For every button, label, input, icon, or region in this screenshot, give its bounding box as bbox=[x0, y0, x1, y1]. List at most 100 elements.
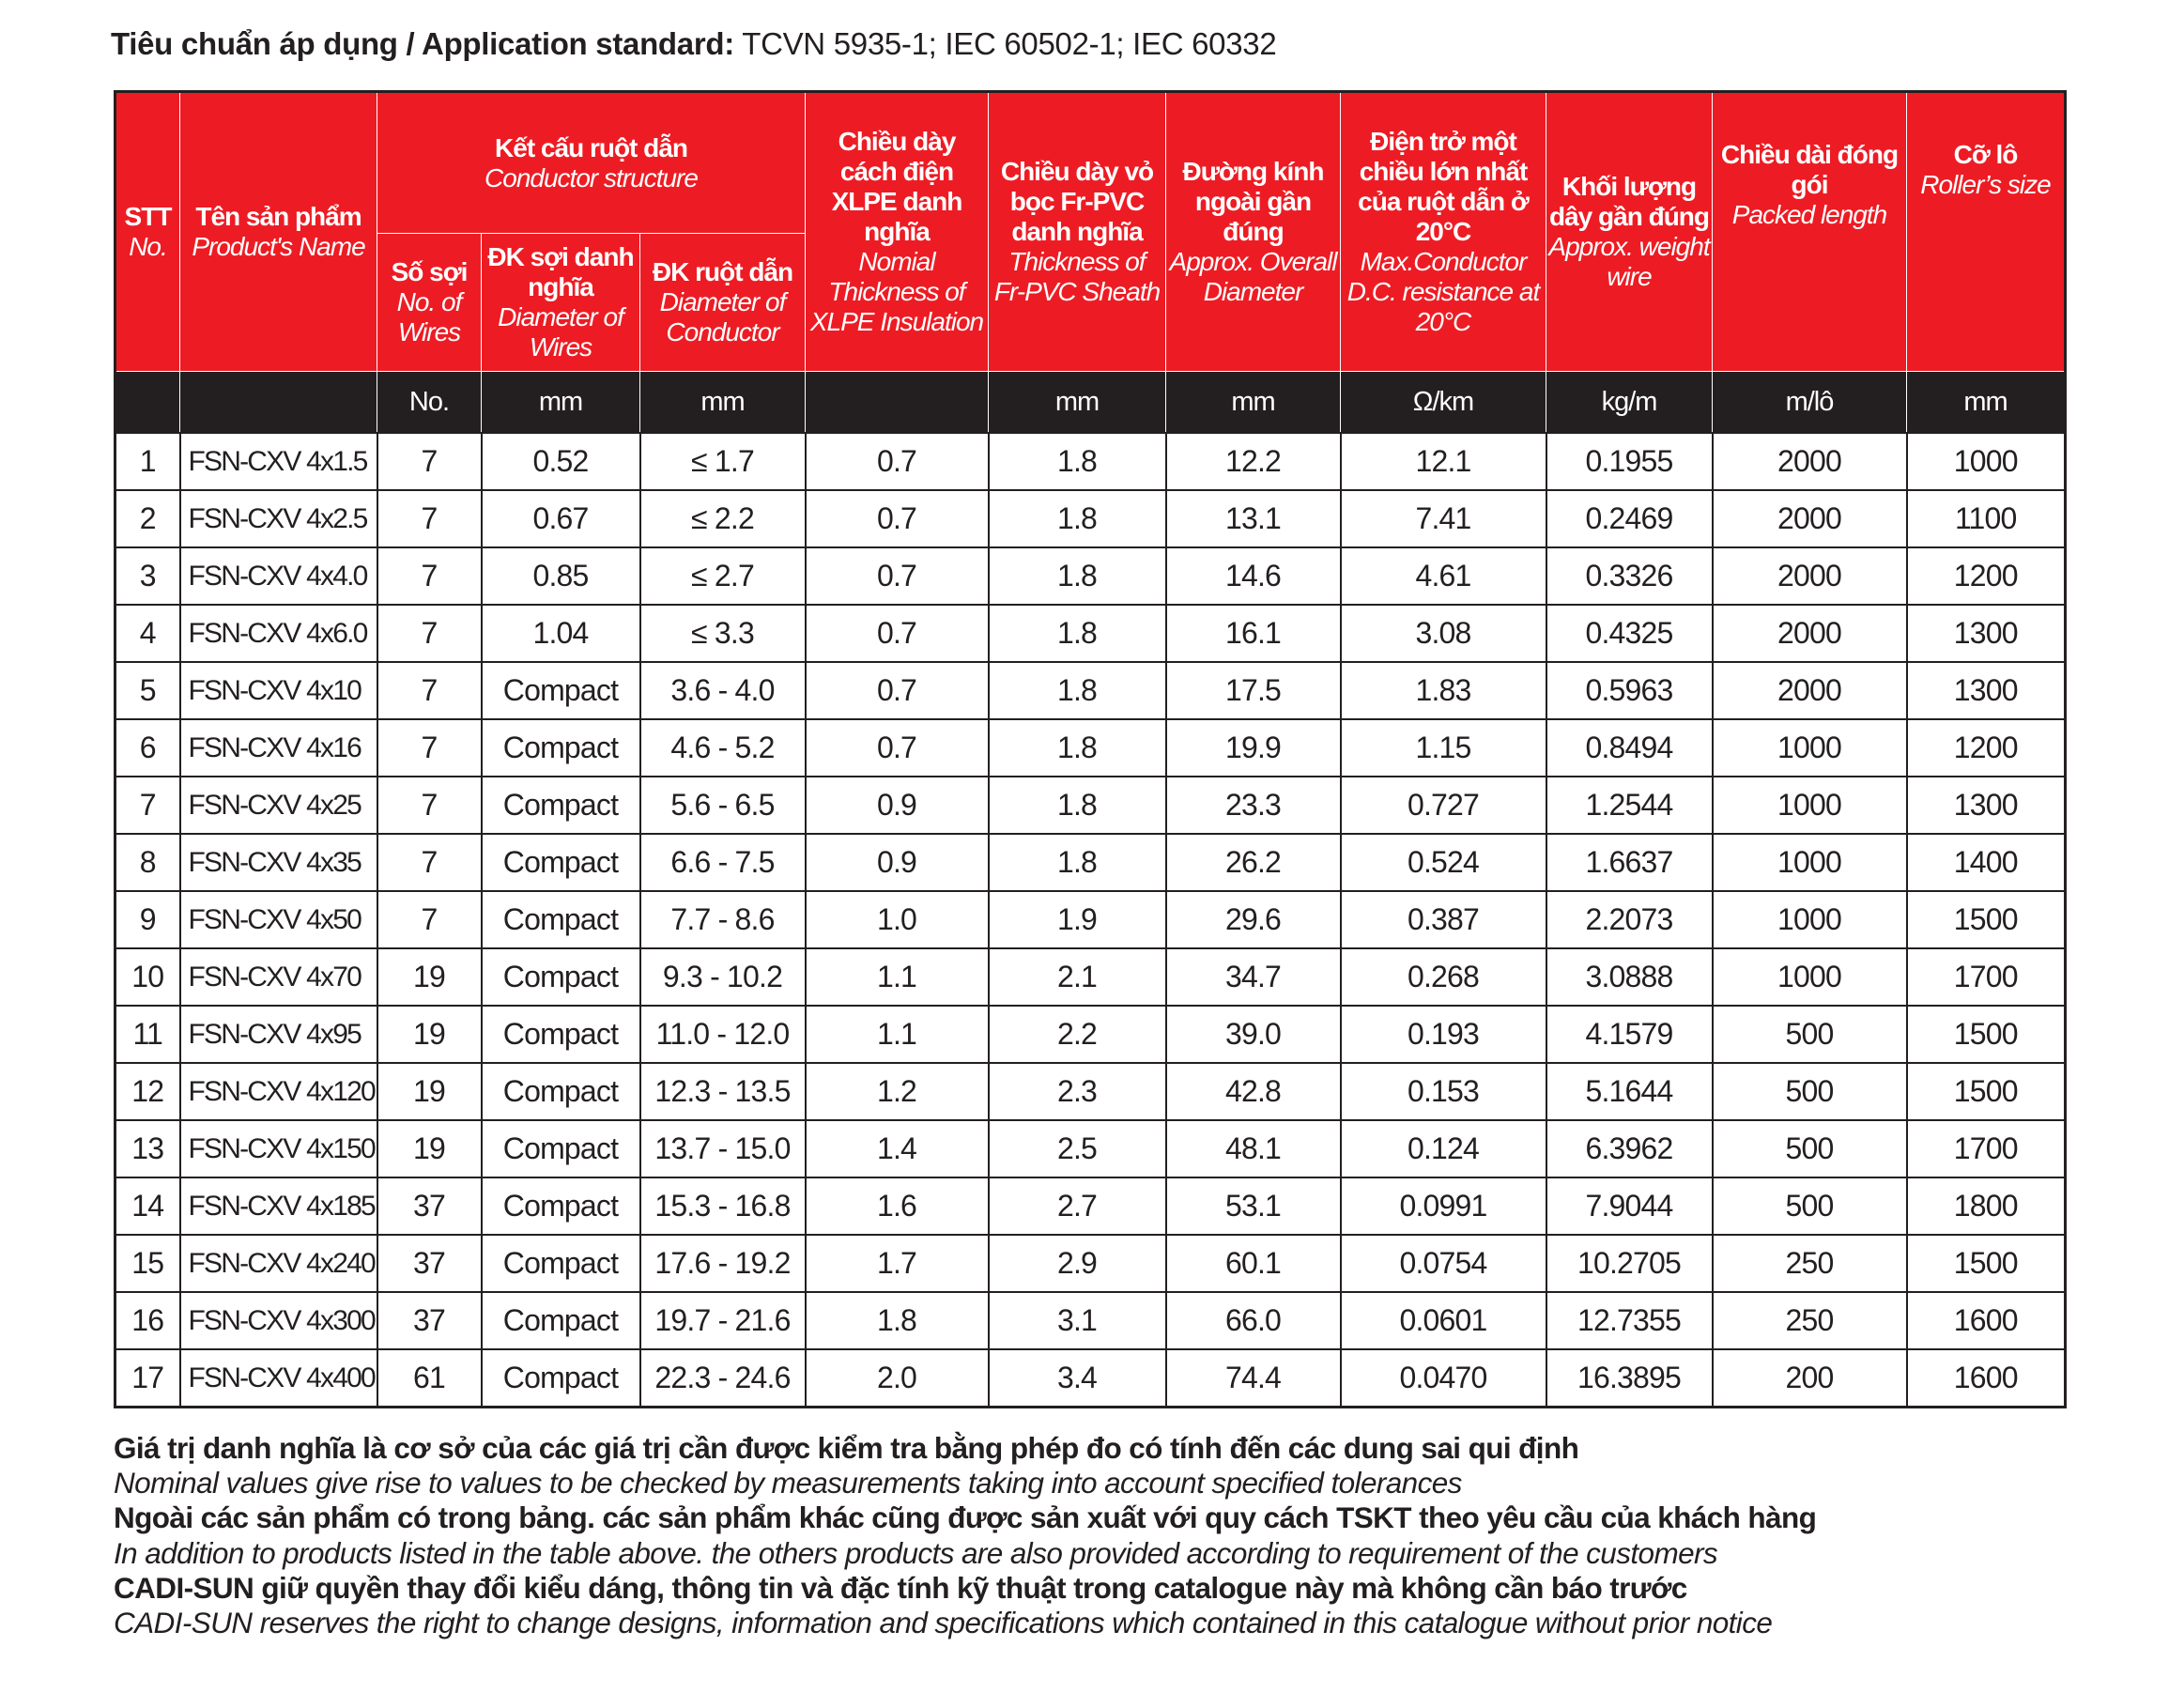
table-cell: 0.387 bbox=[1339, 890, 1547, 949]
table-cell: FSN-CXV 4x120 bbox=[178, 1062, 378, 1121]
table-cell: FSN-CXV 4x16 bbox=[178, 718, 378, 777]
table-cell: 7.9044 bbox=[1545, 1177, 1714, 1236]
table-cell: ≤ 2.2 bbox=[638, 489, 807, 548]
table-cell: 1000 bbox=[1711, 833, 1908, 892]
table-row: 13 FSN-CXV 4x150 19 Compact 13.7 - 15.0 1.4 2.… bbox=[114, 1119, 2067, 1178]
table-cell: 1.8 bbox=[987, 776, 1167, 835]
table-cell: Compact bbox=[480, 1348, 641, 1408]
table-cell: FSN-CXV 4x6.0 bbox=[178, 604, 378, 663]
table-cell: 2.0 bbox=[804, 1348, 990, 1408]
table-cell: FSN-CXV 4x1.5 bbox=[178, 432, 378, 491]
table-cell: 6.3962 bbox=[1545, 1119, 1714, 1178]
table-cell: 1200 bbox=[1905, 718, 2067, 777]
table-cell: 17.5 bbox=[1164, 661, 1342, 720]
table-cell: 37 bbox=[376, 1177, 483, 1236]
table-cell: 13.1 bbox=[1164, 489, 1342, 548]
footnote-line: In addition to products listed in the ta… bbox=[114, 1535, 1718, 1570]
table-row: 8 FSN-CXV 4x35 7 Compact 6.6 - 7.5 0.9 1.8 26.2… bbox=[114, 833, 2067, 892]
table-row: 16 FSN-CXV 4x300 37 Compact 19.7 - 21.6 1.8 3.… bbox=[114, 1291, 2067, 1350]
table-cell: Compact bbox=[480, 718, 641, 777]
table-row: 10 FSN-CXV 4x70 19 Compact 9.3 - 10.2 1.1 2.1 3… bbox=[114, 947, 2067, 1007]
spec-table: STT No. Tên sản phẩm Product's Name Kết cấ… bbox=[114, 90, 2067, 1408]
table-cell: 10 bbox=[114, 947, 181, 1007]
table-cell: 1.8 bbox=[987, 546, 1167, 606]
table-cell: 1.6 bbox=[804, 1177, 990, 1236]
table-row: 7 FSN-CXV 4x25 7 Compact 5.6 - 6.5 0.9 1.8 23.3… bbox=[114, 776, 2067, 835]
table-cell: 7 bbox=[376, 833, 483, 892]
table-cell: 1.8 bbox=[804, 1291, 990, 1350]
table-cell: Compact bbox=[480, 776, 641, 835]
footnotes: Giá trị danh nghĩa là cơ sở của các giá … bbox=[114, 1431, 1817, 1640]
header-product-name: Tên sản phẩm Product's Name bbox=[179, 91, 377, 372]
table-cell: 1.2 bbox=[804, 1062, 990, 1121]
table-cell: 3.6 - 4.0 bbox=[638, 661, 807, 720]
footnote-line: CADI-SUN giữ quyền thay đổi kiểu dáng, t… bbox=[114, 1570, 1687, 1605]
table-cell: 19.7 - 21.6 bbox=[638, 1291, 807, 1350]
table-cell: Compact bbox=[480, 1062, 641, 1121]
table-cell: 1.7 bbox=[804, 1234, 990, 1293]
table-cell: 1300 bbox=[1905, 604, 2067, 663]
header-wire-diameter: ĐK sợi danh nghĩa Diameter of Wires bbox=[481, 233, 640, 372]
table-cell: 60.1 bbox=[1164, 1234, 1342, 1293]
table-cell: FSN-CXV 4x185 bbox=[178, 1177, 378, 1236]
table-cell: 15.3 - 16.8 bbox=[638, 1177, 807, 1236]
table-cell: 1400 bbox=[1905, 833, 2067, 892]
table-cell: 22.3 - 24.6 bbox=[638, 1348, 807, 1408]
table-cell: 2.3 bbox=[987, 1062, 1167, 1121]
unit-cell: Ω/km bbox=[1340, 371, 1546, 433]
table-cell: 2000 bbox=[1711, 604, 1908, 663]
table-cell: 0.67 bbox=[480, 489, 641, 548]
header-xlpe-thickness: Chiều dày cách điện XLPE danh nghĩa Nomia… bbox=[805, 91, 989, 372]
table-cell: 1.4 bbox=[804, 1119, 990, 1178]
unit-cell: kg/m bbox=[1546, 371, 1713, 433]
table-cell: 1600 bbox=[1905, 1348, 2067, 1408]
table-cell: 11.0 - 12.0 bbox=[638, 1005, 807, 1064]
table-cell: 0.7 bbox=[804, 489, 990, 548]
table-row: 14 FSN-CXV 4x185 37 Compact 15.3 - 16.8 1.6 2.… bbox=[114, 1177, 2067, 1236]
table-cell: Compact bbox=[480, 1291, 641, 1350]
table-cell: 48.1 bbox=[1164, 1119, 1342, 1178]
table-cell: 1.2544 bbox=[1545, 776, 1714, 835]
table-cell: 1.1 bbox=[804, 1005, 990, 1064]
table-row: 3 FSN-CXV 4x4.0 7 0.85 ≤ 2.7 0.7 1.8 14.6 4.61 0.… bbox=[114, 546, 2067, 606]
table-cell: 250 bbox=[1711, 1291, 1908, 1350]
table-cell: 3.1 bbox=[987, 1291, 1167, 1350]
table-cell: 13 bbox=[114, 1119, 181, 1178]
table-cell: Compact bbox=[480, 833, 641, 892]
header-no-of-wires: Số sợi No. of Wires bbox=[377, 233, 482, 372]
table-cell: 2.7 bbox=[987, 1177, 1167, 1236]
header-overall-diameter: Đường kính ngoài gần đúng Approx. Overall… bbox=[1165, 91, 1341, 372]
table-row: 12 FSN-CXV 4x120 19 Compact 12.3 - 13.5 1.2 2.… bbox=[114, 1062, 2067, 1121]
table-cell: 1000 bbox=[1711, 947, 1908, 1007]
table-cell: 19 bbox=[376, 1062, 483, 1121]
table-cell: 0.52 bbox=[480, 432, 641, 491]
table-cell: ≤ 3.3 bbox=[638, 604, 807, 663]
table-cell: FSN-CXV 4x300 bbox=[178, 1291, 378, 1350]
table-cell: Compact bbox=[480, 890, 641, 949]
table-cell: 1.1 bbox=[804, 947, 990, 1007]
table-cell: 13.7 - 15.0 bbox=[638, 1119, 807, 1178]
table-cell: 7 bbox=[376, 718, 483, 777]
unit-cell: No. bbox=[377, 371, 482, 433]
table-cell: 0.9 bbox=[804, 833, 990, 892]
table-cell: 1700 bbox=[1905, 1119, 2067, 1178]
table-cell: 14.6 bbox=[1164, 546, 1342, 606]
header-sheath-thickness: Chiều dày vỏ bọc Fr-PVC danh nghĩa Thickn… bbox=[988, 91, 1166, 372]
header-stt: STT No. bbox=[115, 91, 180, 372]
table-cell: 16 bbox=[114, 1291, 181, 1350]
table-cell: 16.1 bbox=[1164, 604, 1342, 663]
table-cell: Compact bbox=[480, 661, 641, 720]
table-cell: 15 bbox=[114, 1234, 181, 1293]
table-cell: 2000 bbox=[1711, 432, 1908, 491]
table-cell: 1.8 bbox=[987, 604, 1167, 663]
table-cell: 8 bbox=[114, 833, 181, 892]
unit-cell: mm bbox=[639, 371, 806, 433]
table-cell: 0.5963 bbox=[1545, 661, 1714, 720]
table-cell: FSN-CXV 4x95 bbox=[178, 1005, 378, 1064]
table-cell: 9 bbox=[114, 890, 181, 949]
table-cell: 0.7 bbox=[804, 604, 990, 663]
table-cell: ≤ 2.7 bbox=[638, 546, 807, 606]
header-weight: Khối lượng dây gần đúng Approx. weight wi… bbox=[1546, 91, 1713, 372]
table-cell: 12 bbox=[114, 1062, 181, 1121]
table-cell: FSN-CXV 4x10 bbox=[178, 661, 378, 720]
